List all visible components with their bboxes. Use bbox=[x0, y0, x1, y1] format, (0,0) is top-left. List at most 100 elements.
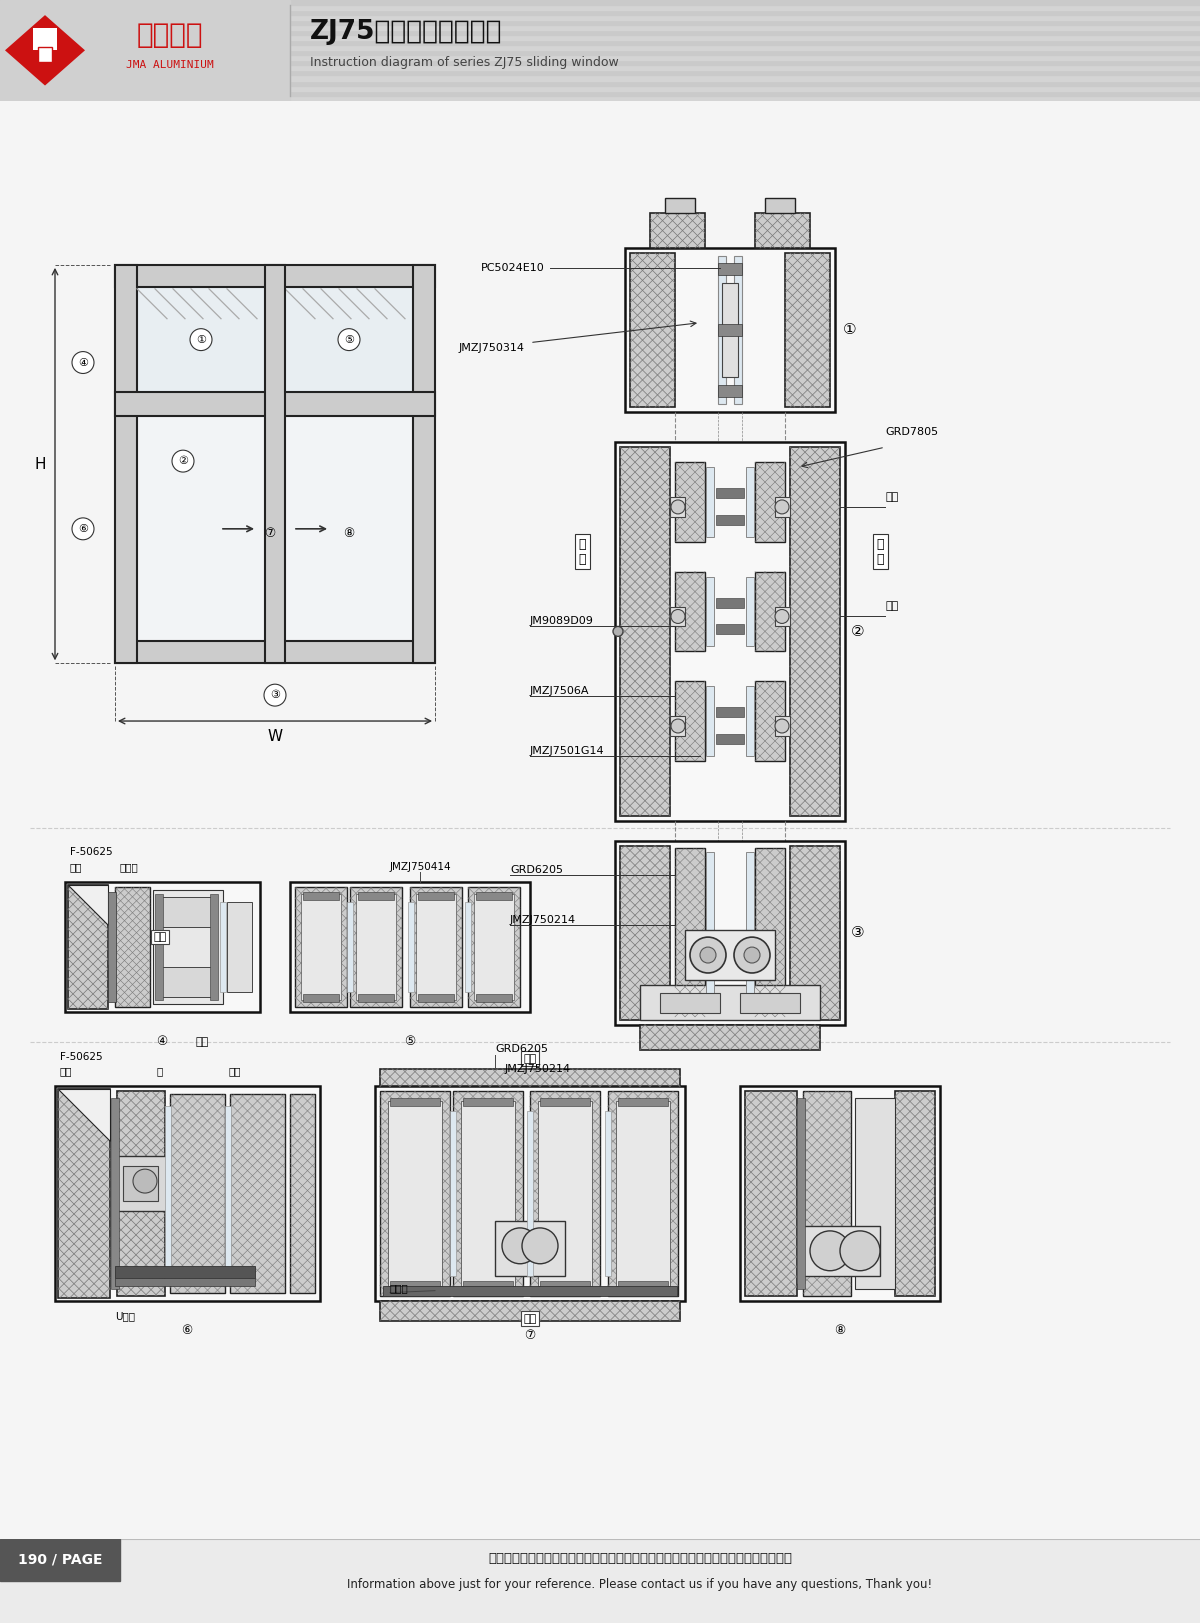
Bar bbox=[706, 467, 714, 537]
Bar bbox=[706, 852, 714, 1013]
Bar bbox=[670, 716, 685, 735]
Circle shape bbox=[775, 719, 790, 734]
Bar bbox=[716, 625, 744, 635]
Text: JMZJ750214: JMZJ750214 bbox=[510, 915, 576, 925]
Bar bbox=[418, 893, 454, 901]
Text: 轮子: 轮子 bbox=[886, 602, 899, 612]
Circle shape bbox=[613, 626, 623, 636]
Text: Instruction diagram of series ZJ75 sliding window: Instruction diagram of series ZJ75 slidi… bbox=[310, 55, 619, 68]
Bar bbox=[0, 96, 1200, 101]
Bar bbox=[220, 902, 226, 992]
Bar bbox=[716, 489, 744, 498]
Bar bbox=[775, 716, 790, 735]
Bar bbox=[718, 323, 742, 336]
Bar bbox=[755, 571, 785, 651]
Text: JMZJ750214: JMZJ750214 bbox=[505, 1063, 571, 1073]
Bar bbox=[608, 1092, 678, 1295]
Bar bbox=[38, 47, 52, 62]
Bar bbox=[265, 265, 286, 664]
Bar bbox=[734, 256, 742, 404]
Bar bbox=[0, 65, 1200, 70]
Text: 室
外: 室 外 bbox=[876, 537, 883, 566]
Bar bbox=[410, 888, 462, 1006]
Bar bbox=[630, 253, 674, 407]
Bar bbox=[124, 1167, 158, 1201]
Bar bbox=[640, 985, 820, 1019]
Bar bbox=[413, 265, 436, 664]
Bar bbox=[450, 1112, 456, 1276]
Bar bbox=[718, 256, 726, 404]
Bar bbox=[108, 893, 116, 1001]
Bar bbox=[468, 888, 520, 1006]
Bar bbox=[454, 1092, 523, 1295]
Text: 垫块: 垫块 bbox=[886, 492, 899, 502]
Circle shape bbox=[133, 1169, 157, 1193]
Bar bbox=[390, 1281, 440, 1289]
Text: JMZJ750414: JMZJ750414 bbox=[389, 862, 451, 873]
Bar bbox=[706, 576, 714, 646]
Bar bbox=[0, 45, 1200, 50]
Text: JMA ALUMINIUM: JMA ALUMINIUM bbox=[126, 60, 214, 70]
Bar bbox=[716, 597, 744, 607]
Text: 图中所示型材截面、装配、编号、尺寸及重量仅供参考。如有疑问，请向本公司查询。: 图中所示型材截面、装配、编号、尺寸及重量仅供参考。如有疑问，请向本公司查询。 bbox=[488, 1552, 792, 1565]
Text: 190 / PAGE: 190 / PAGE bbox=[18, 1553, 102, 1566]
Bar bbox=[65, 883, 260, 1011]
Bar bbox=[113, 1156, 168, 1211]
Text: ⑤: ⑤ bbox=[344, 334, 354, 344]
Bar bbox=[358, 893, 394, 901]
Circle shape bbox=[840, 1230, 880, 1271]
Text: PC5024E10: PC5024E10 bbox=[481, 263, 545, 273]
Bar bbox=[0, 24, 1200, 31]
Text: 角码: 角码 bbox=[60, 1066, 72, 1076]
Bar bbox=[538, 1102, 592, 1285]
Bar bbox=[356, 894, 396, 1000]
Bar bbox=[0, 50, 1200, 55]
Bar bbox=[380, 1092, 450, 1295]
Bar bbox=[301, 894, 341, 1000]
Text: 锁: 锁 bbox=[157, 1066, 163, 1076]
Bar bbox=[755, 849, 785, 1016]
Bar bbox=[170, 1094, 226, 1292]
Circle shape bbox=[700, 948, 716, 962]
Bar bbox=[746, 687, 754, 756]
Bar bbox=[620, 846, 670, 1019]
Bar bbox=[665, 198, 695, 213]
Bar bbox=[0, 36, 1200, 41]
Text: 室
内: 室 内 bbox=[578, 537, 586, 566]
Text: ⑦: ⑦ bbox=[524, 1329, 535, 1342]
Text: 室内: 室内 bbox=[154, 932, 167, 941]
Polygon shape bbox=[68, 885, 108, 925]
Polygon shape bbox=[58, 1089, 110, 1141]
Bar bbox=[718, 263, 742, 274]
Text: ⑧: ⑧ bbox=[343, 527, 355, 540]
Bar bbox=[118, 1092, 166, 1295]
Bar bbox=[226, 1107, 230, 1281]
Bar bbox=[616, 441, 845, 821]
Text: ZJ75系列推拉窗结构图: ZJ75系列推拉窗结构图 bbox=[310, 19, 503, 45]
Bar bbox=[0, 0, 290, 101]
Bar bbox=[137, 417, 265, 641]
Circle shape bbox=[810, 1230, 850, 1271]
Bar bbox=[803, 1092, 851, 1295]
Bar bbox=[476, 993, 512, 1001]
Circle shape bbox=[502, 1229, 538, 1264]
Text: ③: ③ bbox=[851, 925, 865, 940]
Bar bbox=[416, 894, 456, 1000]
Bar bbox=[674, 463, 706, 542]
Text: ③: ③ bbox=[270, 690, 280, 700]
Bar bbox=[790, 846, 840, 1019]
Text: ⑦: ⑦ bbox=[264, 527, 276, 540]
Bar bbox=[115, 265, 137, 664]
Bar bbox=[660, 993, 720, 1013]
Text: ②: ② bbox=[851, 623, 865, 639]
Bar bbox=[0, 91, 1200, 96]
Text: ⑤: ⑤ bbox=[404, 1035, 415, 1048]
Bar bbox=[0, 19, 1200, 24]
Bar bbox=[0, 10, 1200, 15]
Bar bbox=[0, 5, 1200, 10]
Bar bbox=[302, 993, 340, 1001]
Bar bbox=[0, 55, 1200, 60]
Bar bbox=[461, 1102, 515, 1285]
Circle shape bbox=[264, 685, 286, 706]
Bar bbox=[0, 31, 1200, 36]
